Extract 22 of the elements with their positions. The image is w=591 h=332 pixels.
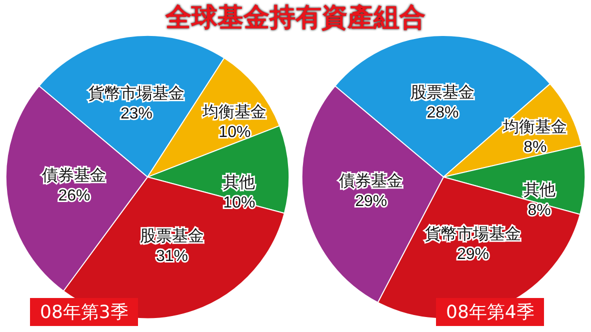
slice-label: 其他 — [523, 181, 556, 200]
slice-label: 貨幣市場基金 — [88, 84, 184, 103]
chart-title: 全球基金持有資產組合 — [164, 2, 426, 35]
slice-label: 股票基金 — [410, 84, 475, 102]
data-label: 8% — [528, 202, 551, 220]
slice-label: 債券基金 — [339, 172, 404, 190]
slice-label: 股票基金 — [140, 227, 204, 246]
data-label: 29% — [456, 246, 489, 264]
slice-label: 債券基金 — [42, 166, 106, 184]
data-label: 31% — [156, 248, 188, 266]
data-label: 28% — [426, 104, 459, 122]
text: 08年第4季 — [436, 298, 544, 326]
slice-label: 均衡基金 — [202, 102, 267, 121]
slice-label: 貨幣市場基金 — [424, 225, 521, 244]
data-label: 8% — [524, 138, 547, 156]
data-label: 29% — [355, 192, 388, 210]
data-label: 26% — [58, 187, 90, 204]
data-label: 10% — [218, 124, 251, 141]
text: 08年第3季 — [30, 298, 138, 326]
slice-label: 其他 — [223, 173, 256, 192]
slice-label: 均衡基金 — [502, 118, 568, 136]
data-label: 23% — [120, 106, 152, 123]
